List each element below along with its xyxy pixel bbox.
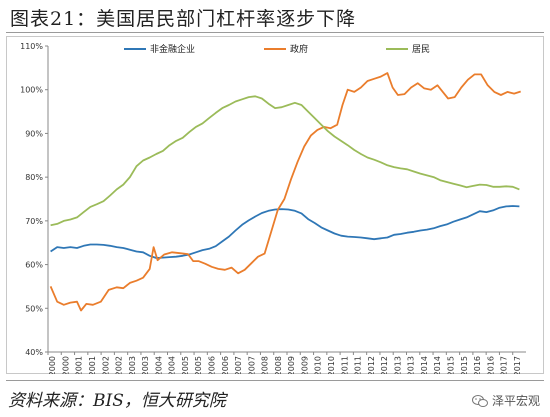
x-tick-label: 2013 [407,356,416,374]
plot-area [47,46,526,353]
x-tick-label: 2001 [75,356,84,374]
legend-label-3: 居民 [412,44,430,55]
page-title: 图表21：美国居民部门杠杆率逐步下降 [10,8,357,30]
y-tick-label: 110% [20,42,43,51]
x-tick-label: 2011 [340,356,349,374]
series-lines [49,72,521,312]
x-tick-label: 2004 [154,356,163,374]
x-tick-label: 2017 [513,356,522,374]
y-tick-label: 90% [25,129,43,138]
y-tick-label: 40% [25,348,43,357]
x-tick-label: 2005 [194,356,203,374]
x-tick-label: 2016 [486,356,495,374]
x-tick-label: 2009 [300,356,309,374]
x-tick-label: 2006 [207,356,216,374]
chart: 40%50%60%70%80%90%100%110% 2000 2000 2001 2… [20,42,526,374]
wechat-icon [471,394,488,407]
x-tick-label: 2011 [354,356,363,374]
x-tick-label: 2015 [460,356,469,374]
x-tick-label: 2012 [367,356,376,374]
legend: 非金融企业 政府 居民 [124,43,430,55]
x-tick-label: 2016 [473,356,482,374]
y-tick-label: 50% [25,304,43,313]
x-tick-label: 2005 [181,356,190,374]
x-tick-label: 2007 [234,356,243,374]
x-tick-label: 2002 [115,356,124,374]
y-tick-label: 100% [20,86,43,95]
x-axis-ticks: 2000 2000 2001 2001 2002 2002 2003 2003 2004 2004… [47,352,522,374]
x-tick-label: 2003 [128,356,137,374]
y-axis-ticks: 40% 50% 60% 70% 80% 90% 100% 110% [20,42,48,357]
x-tick-label: 2010 [314,356,323,374]
x-tick-label: 2008 [274,356,283,374]
x-tick-label: 2015 [446,356,455,374]
x-tick-label: 2001 [88,356,97,374]
x-tick-label: 2009 [287,356,296,374]
source-note: 资料来源：BIS，恒大研究院 [8,391,226,411]
x-tick-label: 2000 [48,356,57,374]
series-line-2 [49,72,521,312]
x-tick-label: 2004 [168,356,177,374]
x-tick-label: 2000 [61,356,70,374]
x-tick-label: 2002 [101,356,110,374]
y-tick-label: 60% [25,261,43,270]
x-tick-label: 2007 [247,356,256,374]
x-tick-label: 2014 [420,356,429,374]
x-tick-label: 2010 [327,356,336,374]
x-tick-label: 2012 [380,356,389,374]
x-tick-label: 2013 [393,356,402,374]
x-tick-label: 2014 [433,356,442,374]
legend-label-1: 非金融企业 [150,43,195,55]
watermark-label: 泽平宏观 [491,394,540,408]
y-tick-label: 70% [25,217,43,226]
series-line-1 [50,205,520,259]
y-tick-label: 80% [25,173,43,182]
watermark: 泽平宏观 [471,392,540,409]
x-tick-label: 2006 [221,356,230,374]
legend-label-2: 政府 [290,43,308,55]
source-divider [6,380,544,381]
title-divider [6,32,544,33]
x-tick-label: 2008 [261,356,270,374]
x-tick-label: 2017 [500,356,509,374]
chart-frame [6,36,544,374]
series-line-3 [50,95,520,227]
x-tick-label: 2003 [141,356,150,374]
